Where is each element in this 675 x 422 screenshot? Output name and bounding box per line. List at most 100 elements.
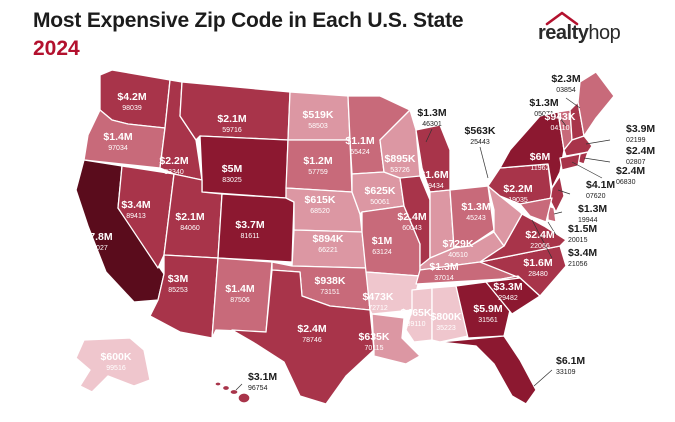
state-zip-vt: 05071 <box>534 111 554 118</box>
state-price-wy: $5M <box>222 163 243 175</box>
state-price-dc: $3.4M <box>568 247 597 259</box>
state-price-vt: $1.3M <box>529 97 558 109</box>
state-price-de: $1.3M <box>578 203 607 215</box>
state-fl <box>439 335 537 405</box>
state-me <box>577 71 615 137</box>
state-price-tx: $2.4M <box>297 323 326 335</box>
state-price-sc: $3.3M <box>493 281 522 293</box>
state-zip-wy: 83025 <box>222 177 242 184</box>
state-price-ne: $615K <box>305 194 336 206</box>
state-price-ok: $938K <box>315 275 346 287</box>
state-zip-ar: 72712 <box>368 305 388 312</box>
state-price-va: $2.4M <box>525 229 554 241</box>
state-price-id: $2.2M <box>159 155 188 167</box>
state-zip-ca: 94027 <box>88 245 108 252</box>
state-price-il: $2.4M <box>397 211 426 223</box>
state-ct <box>559 153 581 171</box>
state-zip-oh: 45243 <box>466 215 486 222</box>
state-price-nd: $519K <box>303 109 334 121</box>
state-zip-mo: 63124 <box>372 249 392 256</box>
state-price-ia: $625K <box>365 185 396 197</box>
state-zip-sd: 57759 <box>308 169 328 176</box>
state-ma <box>563 135 593 157</box>
state-price-or: $1.4M <box>103 131 132 143</box>
state-zip-nm: 87506 <box>230 297 250 304</box>
state-zip-ok: 73151 <box>320 289 340 296</box>
state-zip-az: 85253 <box>168 287 188 294</box>
state-zip-ia: 50061 <box>370 199 390 206</box>
state-zip-ga: 31561 <box>478 317 498 324</box>
state-zip-ky: 40510 <box>448 252 468 259</box>
state-zip-ny: 11962 <box>531 165 550 172</box>
state-zip-la: 70115 <box>365 345 384 352</box>
state-zip-sc: 29482 <box>498 295 518 302</box>
state-zip-md: 20015 <box>568 237 588 244</box>
state-price-sd: $1.2M <box>303 155 332 167</box>
state-zip-al: 35223 <box>436 325 456 332</box>
state-zip-in: 46301 <box>422 121 442 128</box>
state-price-az: $3M <box>168 273 189 285</box>
state-price-ca: $7.8M <box>83 231 112 243</box>
state-zip-mn: 55424 <box>350 149 370 156</box>
state-zip-ri: 02807 <box>626 159 646 166</box>
leader-lines <box>235 97 611 391</box>
page-title: Most Expensive Zip Code in Each U.S. Sta… <box>33 9 464 32</box>
state-zip-wv: 25443 <box>470 139 490 146</box>
logo-text-realty: realty <box>538 22 589 44</box>
state-price-nc: $1.6M <box>523 257 552 269</box>
state-price-hi: $3.1M <box>248 371 277 383</box>
state-zip-nc: 28480 <box>528 271 548 278</box>
state-price-ms: $465K <box>401 307 432 319</box>
state-price-ar: $473K <box>363 291 394 303</box>
state-price-ut: $2.1M <box>175 211 204 223</box>
state-zip-ms: 39110 <box>407 321 426 328</box>
state-zip-va: 22066 <box>530 243 550 250</box>
state-nv <box>117 165 175 269</box>
state-hi <box>214 381 251 404</box>
state-price-ks: $894K <box>313 233 344 245</box>
state-zip-mi: 49434 <box>424 183 444 190</box>
state-zip-tn: 37014 <box>434 275 454 282</box>
state-oh <box>449 185 495 249</box>
logo-text-hop: hop <box>588 22 621 44</box>
state-price-nh: $943K <box>545 111 576 123</box>
state-zip-or: 97034 <box>108 145 128 152</box>
state-shapes <box>75 69 615 405</box>
state-ga <box>455 281 511 339</box>
state-la <box>371 313 421 365</box>
state-zip-me: 03854 <box>556 87 576 94</box>
realtyhop-logo: realtyhop <box>538 10 650 44</box>
state-price-mo: $1M <box>372 235 393 247</box>
state-zip-hi: 96754 <box>248 385 268 392</box>
state-zip-il: 60043 <box>402 225 422 232</box>
state-price-fl: $6.1M <box>556 355 585 367</box>
state-price-al: $800K <box>431 311 462 323</box>
state-zip-nd: 58503 <box>308 123 328 130</box>
state-zip-ct: 06830 <box>616 179 636 186</box>
state-zip-fl: 33109 <box>556 369 576 376</box>
state-tx <box>231 269 375 405</box>
state-price-pa: $2.2M <box>503 183 532 195</box>
state-ak <box>75 337 151 393</box>
state-price-ct: $2.4M <box>616 165 645 177</box>
state-price-wi: $895K <box>385 153 416 165</box>
state-price-nm: $1.4M <box>225 283 254 295</box>
state-price-ri: $2.4M <box>626 145 655 157</box>
state-wy <box>199 135 289 199</box>
state-ar <box>365 271 421 315</box>
state-md <box>519 197 553 223</box>
state-zip-wi: 53726 <box>390 167 410 174</box>
state-price-ak: $600K <box>101 351 132 363</box>
state-zip-tx: 78746 <box>302 337 322 344</box>
state-zip-ut: 84060 <box>180 225 200 232</box>
state-zip-ma: 02199 <box>626 137 646 144</box>
state-price-wa: $4.2M <box>117 91 146 103</box>
year-label: 2024 <box>33 37 80 60</box>
state-price-ny: $6M <box>530 151 551 163</box>
state-price-la: $635K <box>359 331 390 343</box>
state-price-oh: $1.3M <box>461 201 490 213</box>
state-zip-ks: 66221 <box>318 247 338 254</box>
state-price-nj: $4.1M <box>586 179 615 191</box>
state-zip-nj: 07620 <box>586 193 606 200</box>
